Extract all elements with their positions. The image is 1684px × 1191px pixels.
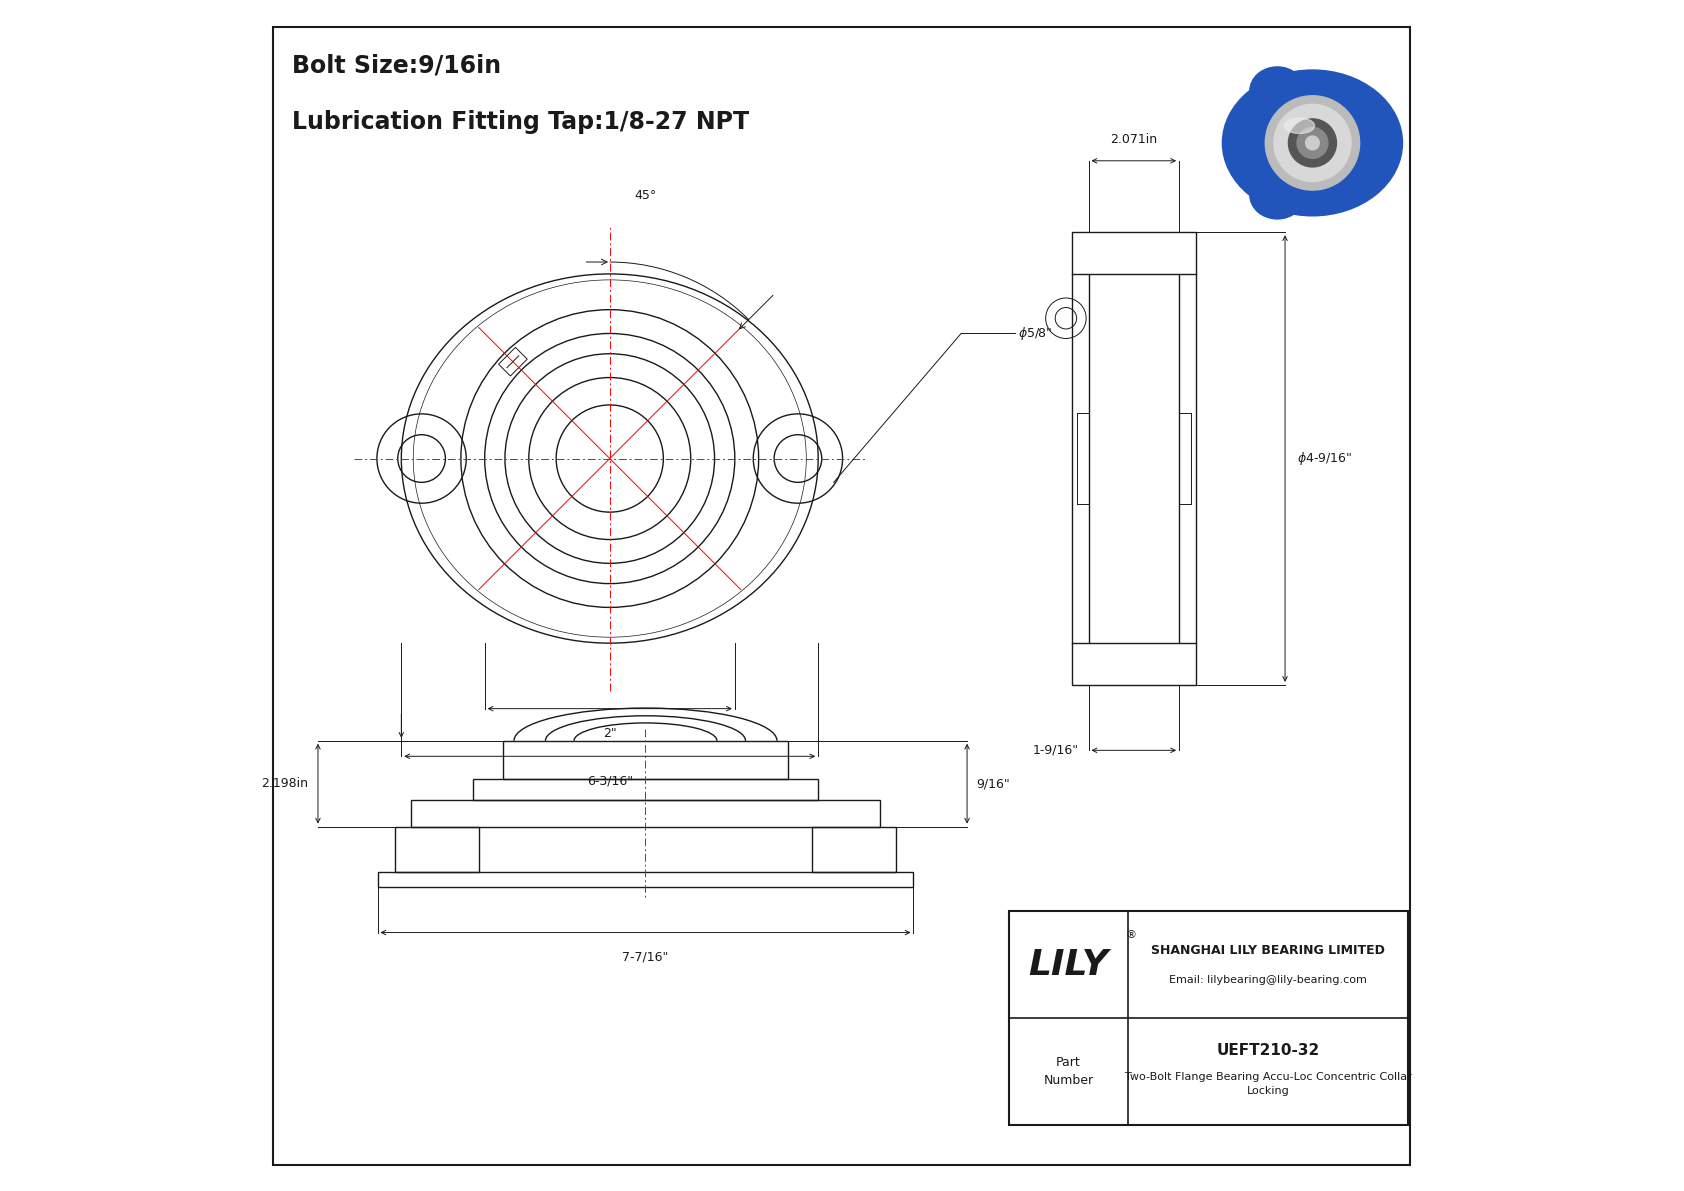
Text: 6-3/16": 6-3/16" <box>586 774 633 787</box>
Bar <box>1071 232 1196 685</box>
Text: 45°: 45° <box>635 189 657 202</box>
Circle shape <box>1288 119 1337 167</box>
Bar <box>473 779 818 800</box>
Text: ®: ® <box>1127 930 1137 940</box>
Text: 2.071in: 2.071in <box>1110 133 1157 146</box>
Text: Part
Number: Part Number <box>1044 1056 1093 1087</box>
Ellipse shape <box>1285 118 1315 133</box>
Text: 2.198in: 2.198in <box>261 778 308 790</box>
Ellipse shape <box>1250 170 1305 219</box>
Circle shape <box>1297 127 1329 158</box>
Circle shape <box>1265 95 1359 191</box>
Bar <box>1009 911 1408 1125</box>
Text: $\phi$4-9/16": $\phi$4-9/16" <box>1297 450 1352 467</box>
Bar <box>1088 274 1179 643</box>
Circle shape <box>1305 136 1319 150</box>
Circle shape <box>1273 105 1351 181</box>
Bar <box>396 827 478 872</box>
Text: 1-9/16": 1-9/16" <box>1032 744 1079 756</box>
Text: LILY: LILY <box>1029 948 1108 981</box>
Text: Bolt Size:9/16in: Bolt Size:9/16in <box>291 54 500 77</box>
Text: Lubrication Fitting Tap:1/8-27 NPT: Lubrication Fitting Tap:1/8-27 NPT <box>291 110 749 133</box>
Bar <box>498 348 527 376</box>
Text: SHANGHAI LILY BEARING LIMITED: SHANGHAI LILY BEARING LIMITED <box>1152 944 1384 956</box>
Bar <box>812 827 896 872</box>
Bar <box>502 741 788 779</box>
Text: UEFT210-32: UEFT210-32 <box>1216 1043 1320 1058</box>
Text: Email: lilybearing@lily-bearing.com: Email: lilybearing@lily-bearing.com <box>1169 975 1367 985</box>
Bar <box>411 800 881 827</box>
Text: Two-Bolt Flange Bearing Accu-Loc Concentric Collar
Locking: Two-Bolt Flange Bearing Accu-Loc Concent… <box>1125 1072 1411 1096</box>
Ellipse shape <box>1223 70 1403 216</box>
Text: $\phi$5/8": $\phi$5/8" <box>1019 325 1052 342</box>
Text: 7-7/16": 7-7/16" <box>623 950 669 964</box>
Text: 2": 2" <box>603 727 616 740</box>
Ellipse shape <box>1250 67 1305 116</box>
Bar <box>377 872 913 887</box>
Text: 9/16": 9/16" <box>977 778 1010 790</box>
